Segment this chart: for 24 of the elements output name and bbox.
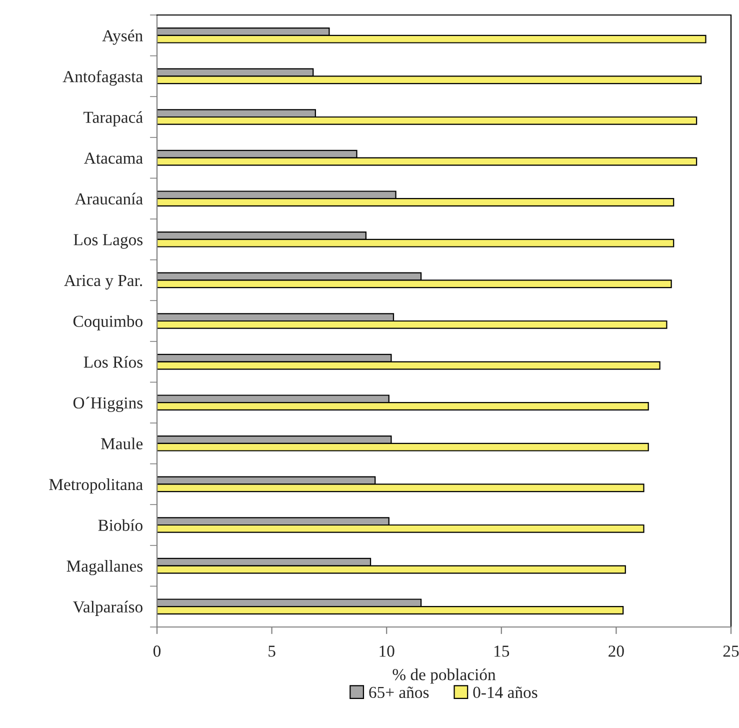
y-tick-label: Araucanía	[74, 192, 143, 205]
x-tick-label: 20	[608, 646, 624, 657]
y-tick-label: Biobío	[98, 519, 142, 531]
y-tick-label: Antofagasta	[62, 70, 143, 86]
x-tick-label: 10	[380, 646, 394, 657]
y-tick-label: O´Higgins	[73, 396, 143, 412]
x-tick-label: 0	[153, 646, 161, 657]
x-tick-label: 5	[268, 646, 276, 657]
x-tick-label: 25	[723, 646, 739, 657]
y-tick-label: Arica y Par.	[64, 274, 142, 290]
y-tick-label: Los Ríos	[84, 356, 143, 368]
y-tick-label: Maule	[101, 438, 143, 450]
y-tick-label: Aysén	[102, 30, 143, 45]
y-tick-label: Valparaíso	[72, 600, 142, 616]
x-axis-title: % de población	[392, 668, 496, 684]
legend-label: 0-14 años	[473, 686, 538, 698]
y-tick-label: Magallanes	[66, 560, 143, 576]
y-tick-label: Tarapacá	[84, 111, 143, 126]
y-tick-label: Los Lagos	[74, 234, 143, 249]
y-tick-label: Metropolitana	[49, 478, 143, 494]
y-tick-label: Atacama	[84, 152, 143, 164]
legend-label: 65+ años	[369, 686, 429, 698]
y-tick-label: Coquimbo	[73, 315, 142, 330]
x-tick-label: 15	[494, 646, 510, 657]
